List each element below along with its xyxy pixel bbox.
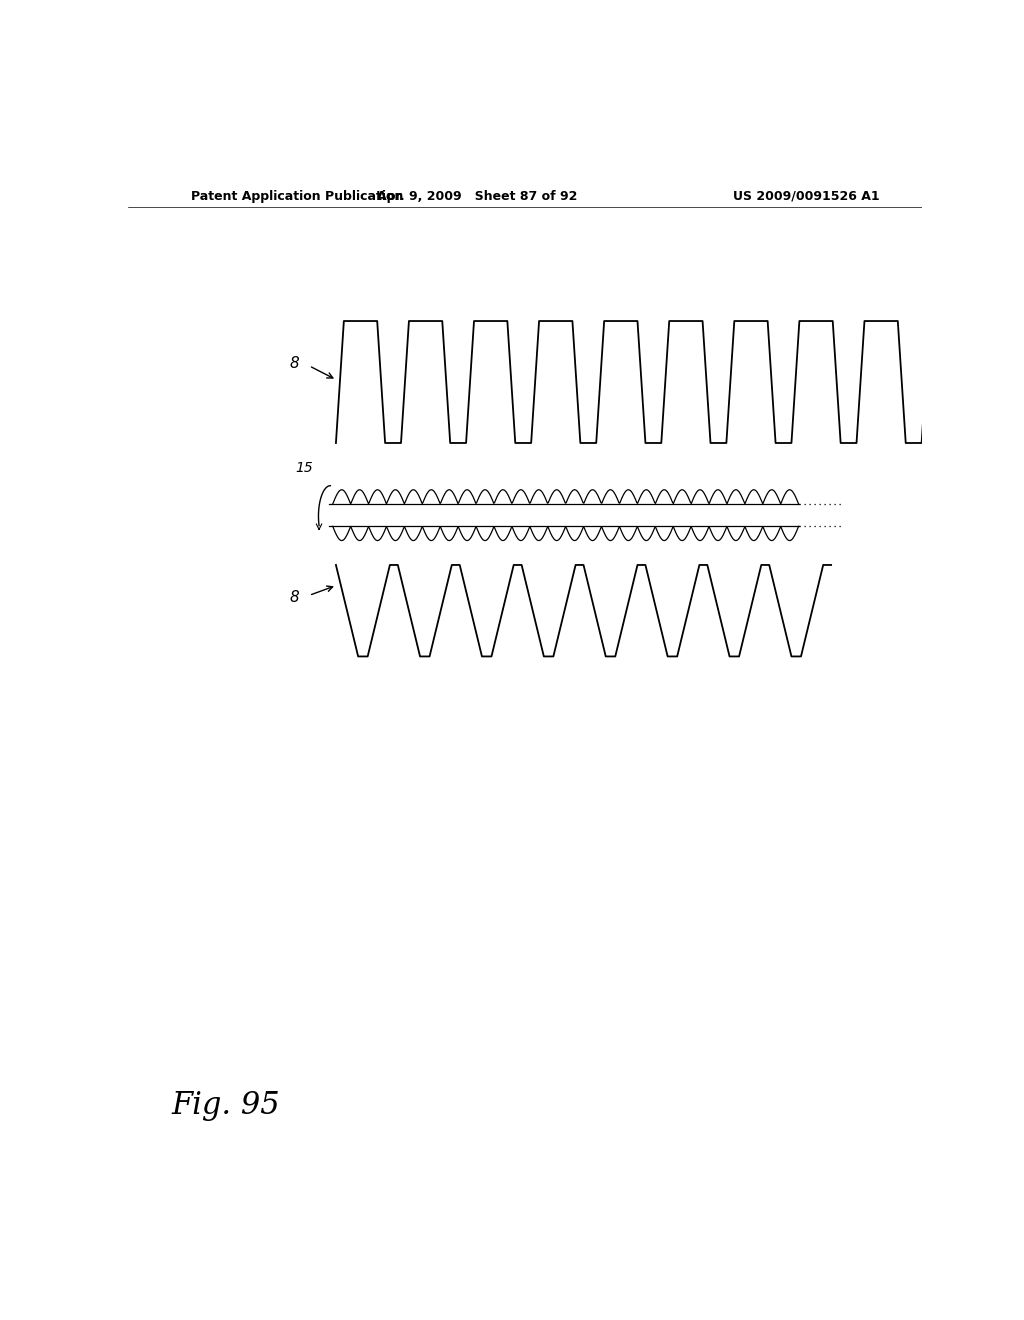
Text: US 2009/0091526 A1: US 2009/0091526 A1 [733,190,880,202]
Text: 15: 15 [295,462,313,475]
Text: Apr. 9, 2009   Sheet 87 of 92: Apr. 9, 2009 Sheet 87 of 92 [377,190,578,202]
Text: Fig. 95: Fig. 95 [172,1090,281,1121]
Text: 8: 8 [290,590,300,605]
Text: 8: 8 [290,356,300,371]
Text: Patent Application Publication: Patent Application Publication [191,190,403,202]
